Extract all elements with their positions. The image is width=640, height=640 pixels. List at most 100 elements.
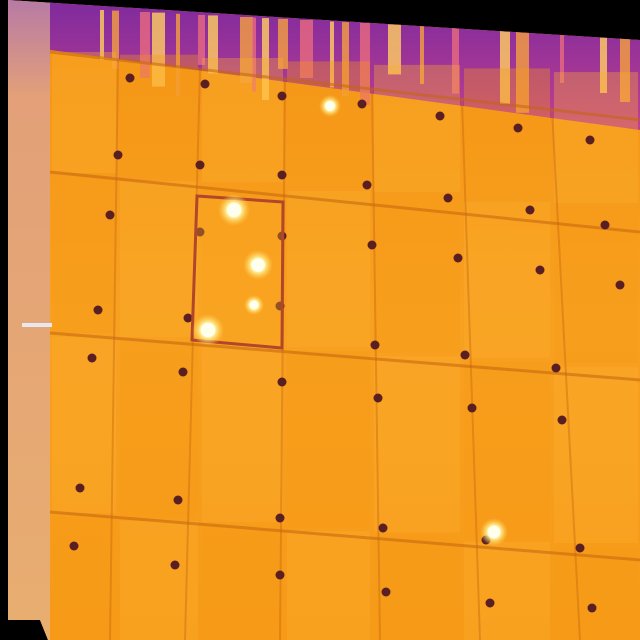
bolt [200,79,210,89]
sky-stripe [252,17,256,92]
sky-heat-stripes [100,10,630,113]
sky-stripe [500,30,510,104]
bolt [170,560,180,570]
sky-stripe [342,22,349,97]
bolt [378,523,388,533]
bolt [551,363,561,373]
sky-stripe [560,33,564,83]
bolt [535,265,545,275]
left-edge-strip [8,0,50,640]
panel-cell [374,196,460,353]
vertical-seam [461,99,481,640]
bolt [105,210,115,220]
panel-cell [554,72,638,204]
bolt [277,170,287,180]
bolt [275,570,285,580]
sky-stripe [208,15,218,74]
bolt [381,587,391,597]
bolt [467,403,477,413]
bolt [600,220,610,230]
sky-stripe [240,17,253,83]
sky-stripe [600,35,607,93]
panel-cell [120,521,198,640]
panel-cell [554,547,638,640]
bolt [362,180,372,190]
hotspot-core [249,300,259,310]
panel-cell [202,526,283,640]
bolt [373,393,383,403]
bolt [443,193,453,203]
hotspot-core [487,525,501,539]
bolt [113,150,123,160]
bolt [367,240,377,250]
panel-cell [554,367,638,544]
panel-cell [52,177,116,333]
bolt [485,598,495,608]
panel-cell [120,341,198,518]
sky-stripe [388,24,401,75]
bolt [460,350,470,360]
panel-cell [374,356,460,533]
panel-cell [120,54,198,178]
horizontal-seam [49,170,640,234]
bolt [525,205,535,215]
bolt [75,483,85,493]
bolt [277,91,287,101]
sky-stripe [452,27,459,94]
panel-cell [464,541,550,640]
panel-cell [52,517,116,638]
sky-stripe [262,18,269,101]
bolt [87,353,97,363]
bolt [585,135,595,145]
bolt [178,367,188,377]
hotspot-core [325,101,335,111]
panel-cell [52,337,116,513]
bolt [615,280,625,290]
vertical-seam [551,109,581,640]
vertical-seam [371,89,381,640]
horizontal-seam [49,510,640,562]
bolt [183,313,193,323]
bolt [453,253,463,263]
sky-stripe [176,13,180,96]
bolt [195,160,205,170]
sky-stripe [620,36,630,102]
hotspot-core [200,322,216,338]
edge-marker [22,323,52,327]
bolt [125,73,135,83]
bolt [435,111,445,121]
panel-cell [287,191,370,348]
sky-stripe [278,18,288,69]
hotspot-core [226,202,242,218]
bolt [513,123,523,133]
panel-cell [464,361,550,538]
horizontal-seam [49,50,640,122]
sky-stripe [140,12,150,78]
horizontal-seam [49,331,640,382]
bolt [275,513,285,523]
sky-stripe [300,20,313,78]
panel-cell [464,201,550,358]
panel-cell [52,52,116,173]
bolt [173,495,183,505]
bolt [370,340,380,350]
bolt [557,415,567,425]
panel-cell [464,68,550,198]
hotspot-core [251,258,265,272]
sky-stripe [516,30,529,113]
sky-stripe [152,12,165,87]
panel-cell [287,531,370,640]
bolt [277,377,287,387]
panel-cell [202,346,283,522]
panel-cell [374,64,460,193]
hotspots [192,95,508,546]
sky-stripe [360,23,370,105]
bolt [357,99,367,109]
sky-stripe [100,10,104,60]
sky-stripe [112,10,119,69]
sky-stripe [330,21,334,88]
sky-stripe [198,14,205,65]
